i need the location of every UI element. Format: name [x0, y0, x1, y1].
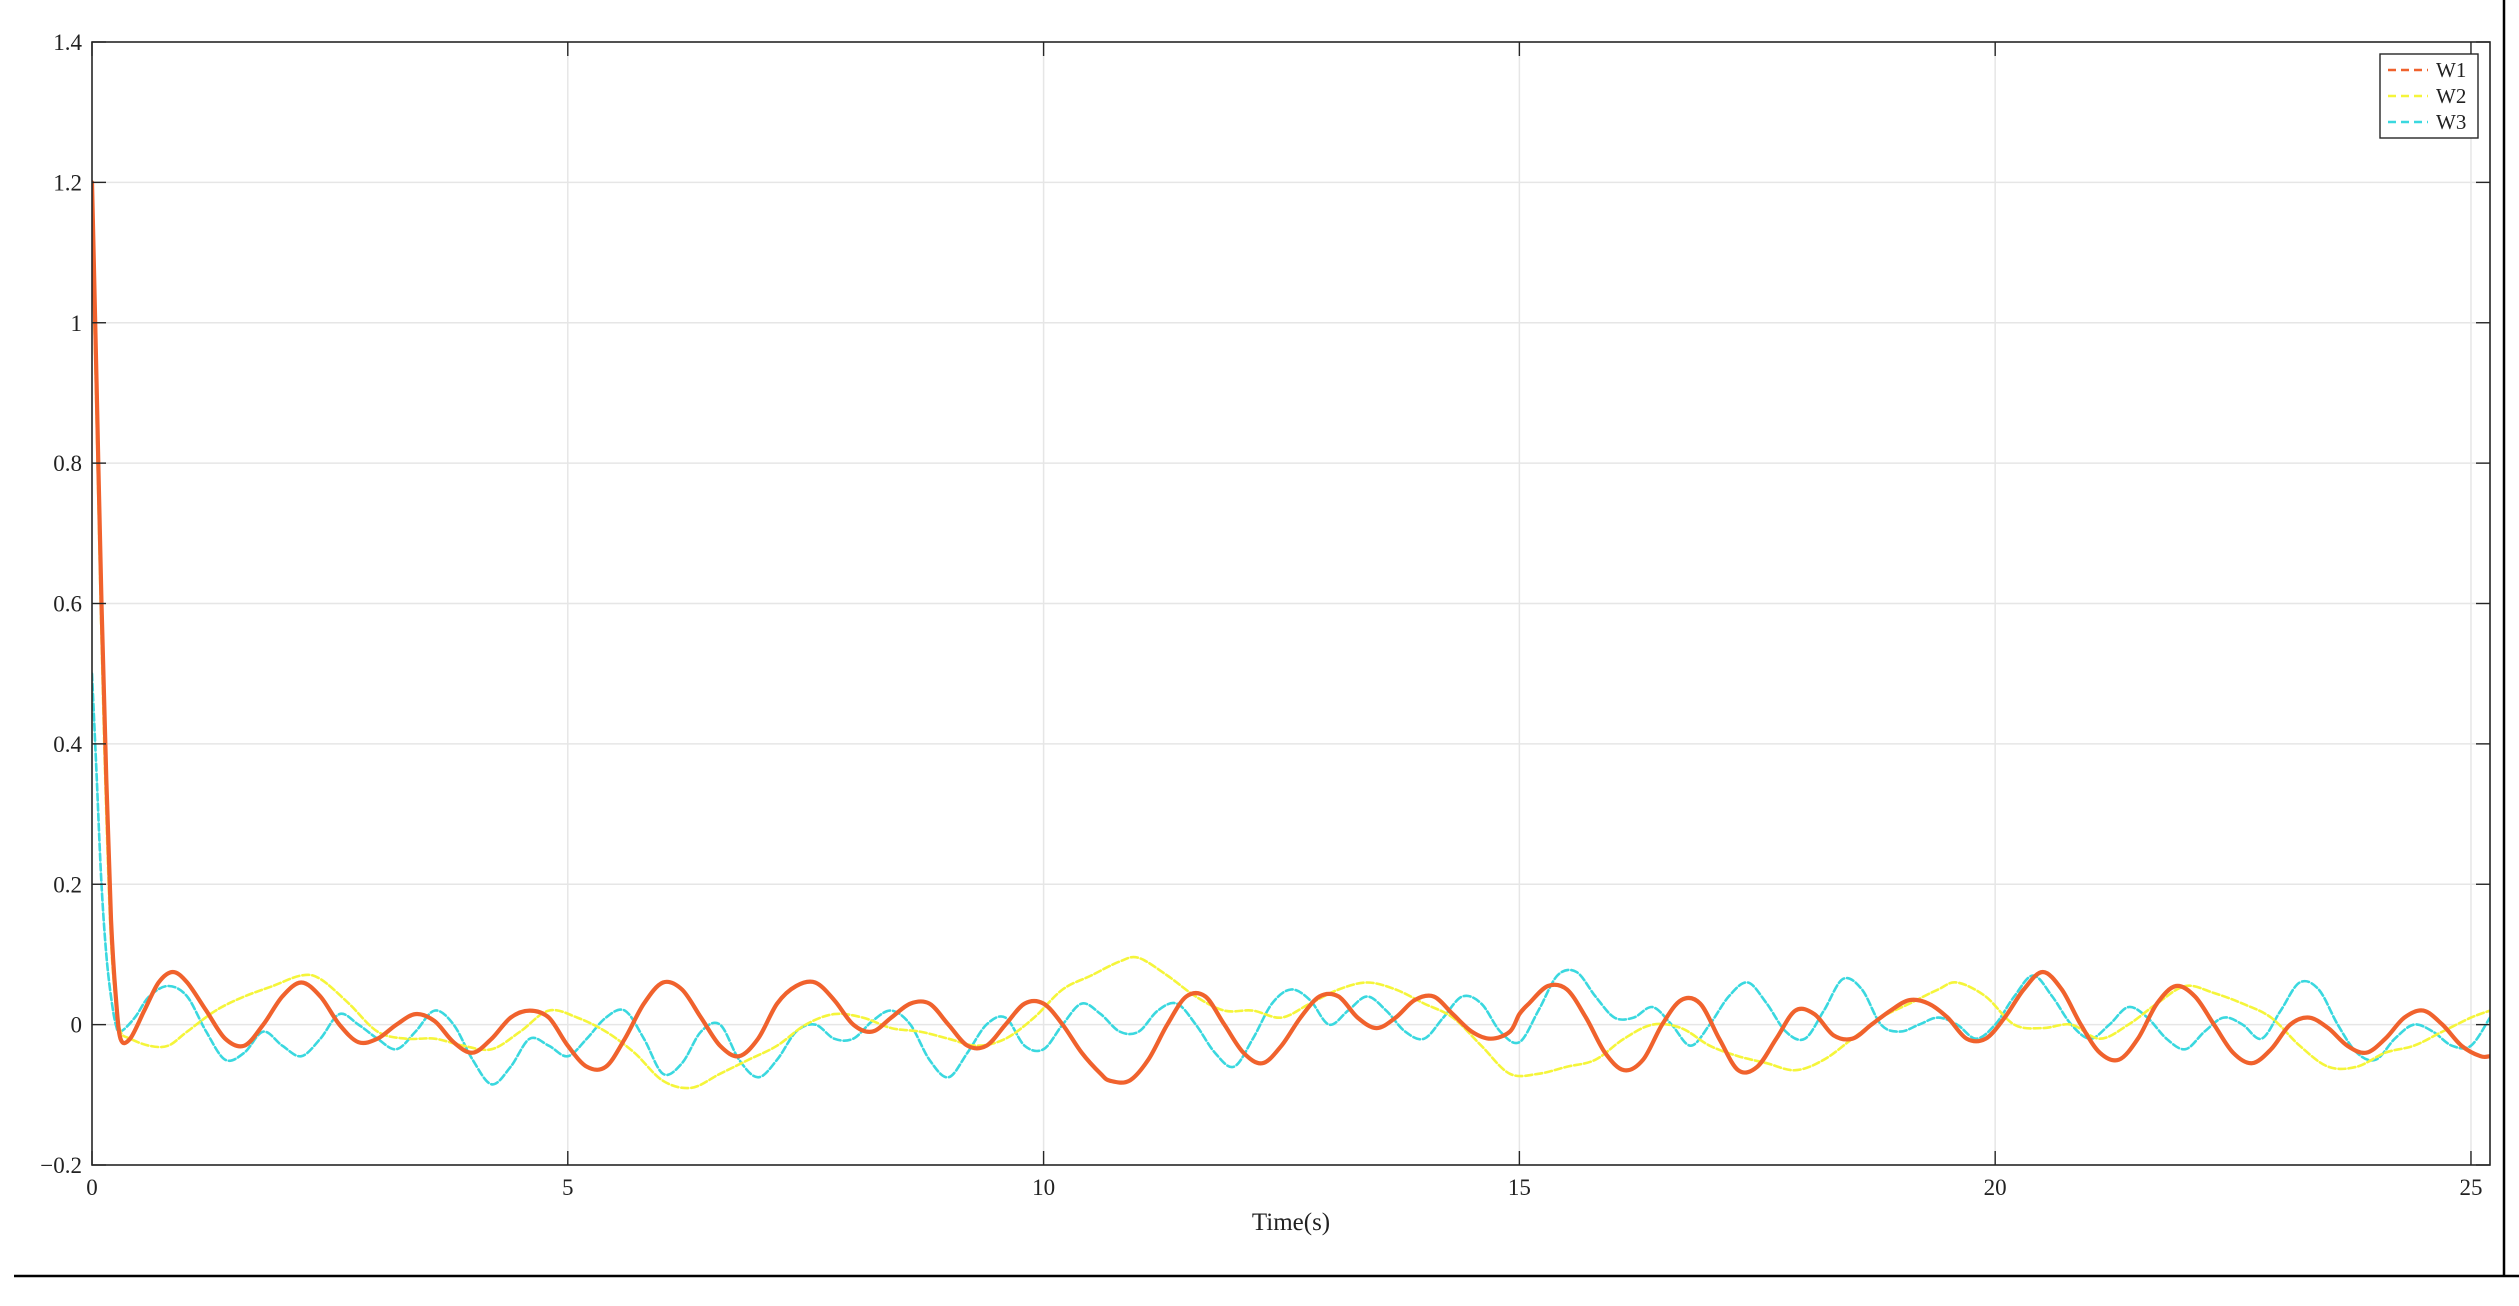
legend-label-w1: W1 — [2436, 58, 2466, 82]
x-tick-label: 10 — [1032, 1175, 1055, 1200]
x-tick-label: 0 — [86, 1175, 98, 1200]
y-tick-label: 0.2 — [53, 872, 82, 897]
y-tick-label: 0.8 — [53, 451, 82, 476]
x-tick-label: 20 — [1984, 1175, 2007, 1200]
x-tick-label: 25 — [2459, 1175, 2482, 1200]
legend-label-w2: W2 — [2436, 84, 2466, 108]
y-tick-label: 0.4 — [53, 732, 82, 757]
legend-label-w3: W3 — [2436, 110, 2466, 134]
x-tick-labels: 0 5 10 15 20 25 — [86, 1175, 2482, 1200]
x-tick-label: 5 — [562, 1175, 574, 1200]
axis-ticks — [91, 41, 2490, 1166]
y-tick-labels: −0.2 0 0.2 0.4 0.6 0.8 1 1.2 1.4 — [40, 30, 82, 1178]
y-tick-label: 0.6 — [53, 592, 82, 617]
x-tick-label: 15 — [1508, 1175, 1531, 1200]
series-line-w2 — [92, 216, 2490, 1090]
grid-lines — [92, 42, 2490, 1165]
y-tick-label: 1.4 — [53, 30, 82, 55]
series-line-w1 — [92, 180, 2490, 1085]
legend-box — [2379, 53, 2479, 139]
x-axis-label: Time(s) — [1252, 1209, 1330, 1236]
series-layer — [92, 180, 2490, 1090]
y-tick-label: 0 — [71, 1013, 83, 1038]
y-tick-label: 1 — [71, 311, 83, 336]
y-tick-label: 1.2 — [53, 170, 82, 195]
y-tick-label: −0.2 — [40, 1153, 82, 1178]
